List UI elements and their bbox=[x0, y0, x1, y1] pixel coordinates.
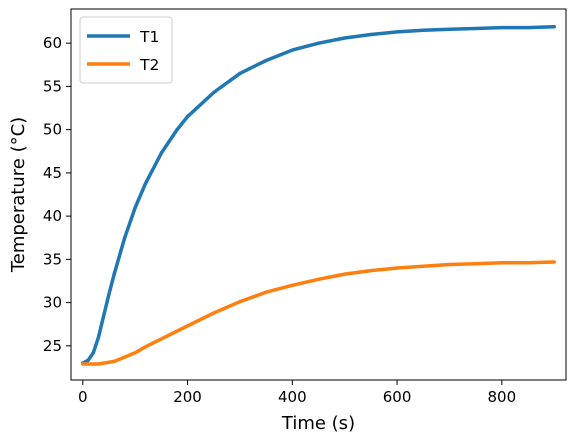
data-point-t2 bbox=[96, 362, 101, 366]
legend-box bbox=[79, 16, 173, 84]
y-tick-label: 35 bbox=[43, 250, 62, 268]
data-point-t1 bbox=[447, 27, 452, 31]
data-point-t1 bbox=[112, 272, 116, 276]
data-point-t1 bbox=[96, 335, 101, 339]
x-axis-title: Time (s) bbox=[281, 413, 355, 434]
x-axis: 0 200 400 600 800 bbox=[78, 380, 516, 406]
y-tick-label: 25 bbox=[43, 337, 62, 355]
data-point-t2 bbox=[175, 329, 179, 333]
data-point-t1 bbox=[144, 181, 148, 185]
data-point-t2 bbox=[133, 351, 137, 355]
data-point-t1 bbox=[526, 26, 530, 30]
data-point-t2 bbox=[552, 260, 556, 264]
plot-area bbox=[81, 24, 556, 366]
data-point-t2 bbox=[81, 362, 85, 366]
y-tick-label: 45 bbox=[43, 164, 62, 182]
y-tick-label: 30 bbox=[43, 294, 62, 312]
data-point-t2 bbox=[290, 283, 294, 287]
data-point-t2 bbox=[112, 359, 116, 363]
data-point-t1 bbox=[212, 90, 216, 95]
data-point-t1 bbox=[102, 314, 106, 318]
data-point-t1 bbox=[264, 58, 268, 63]
data-point-t2 bbox=[144, 345, 148, 349]
data-point-t2 bbox=[343, 272, 347, 276]
data-point-t2 bbox=[238, 300, 242, 304]
x-tick-label: 600 bbox=[383, 388, 412, 406]
data-point-t1 bbox=[290, 48, 294, 52]
data-point-t1 bbox=[395, 30, 399, 34]
x-tick-label: 0 bbox=[78, 388, 88, 406]
data-point-t2 bbox=[185, 324, 190, 328]
plot-frame bbox=[70, 8, 567, 381]
data-point-t1 bbox=[552, 25, 556, 29]
data-point-t2 bbox=[526, 261, 530, 265]
data-point-t2 bbox=[369, 269, 373, 273]
data-point-t1 bbox=[474, 26, 478, 31]
x-tick-label: 400 bbox=[278, 388, 307, 406]
y-axis: 25 30 35 40 45 50 55 60 bbox=[43, 34, 71, 355]
data-point-t1 bbox=[316, 41, 321, 45]
data-point-t2 bbox=[316, 277, 321, 281]
data-point-t2 bbox=[159, 337, 163, 341]
data-point-t2 bbox=[474, 262, 478, 266]
legend-label-t1: T1 bbox=[139, 28, 159, 46]
data-point-t1 bbox=[107, 292, 111, 296]
data-point-t1 bbox=[86, 358, 90, 363]
data-point-t1 bbox=[91, 351, 95, 355]
y-tick-label: 40 bbox=[43, 207, 62, 225]
data-point-t2 bbox=[264, 290, 268, 294]
data-point-t1 bbox=[175, 128, 179, 132]
data-point-t2 bbox=[123, 355, 127, 359]
data-point-t1 bbox=[159, 151, 163, 155]
data-point-t2 bbox=[500, 261, 504, 265]
data-point-t2 bbox=[212, 311, 216, 315]
x-tick-label: 800 bbox=[488, 388, 517, 406]
legend: T1 T2 bbox=[79, 16, 173, 84]
y-tick-label: 55 bbox=[43, 77, 62, 95]
data-point-t1 bbox=[133, 205, 137, 210]
data-point-t2 bbox=[447, 262, 452, 267]
data-point-t1 bbox=[500, 26, 504, 30]
data-point-t1 bbox=[343, 36, 347, 40]
data-point-t1 bbox=[421, 28, 425, 32]
data-point-t1 bbox=[123, 236, 127, 240]
y-tick-label: 60 bbox=[43, 34, 62, 52]
data-point-t1 bbox=[185, 115, 190, 119]
data-point-t1 bbox=[369, 32, 373, 37]
y-tick-label: 50 bbox=[43, 121, 62, 139]
y-axis-title: Temperature (°C) bbox=[8, 117, 29, 273]
data-point-t2 bbox=[421, 264, 425, 268]
data-point-t1 bbox=[238, 71, 242, 75]
legend-label-t2: T2 bbox=[139, 56, 159, 74]
data-point-t2 bbox=[395, 266, 399, 270]
x-tick-label: 200 bbox=[173, 388, 202, 406]
